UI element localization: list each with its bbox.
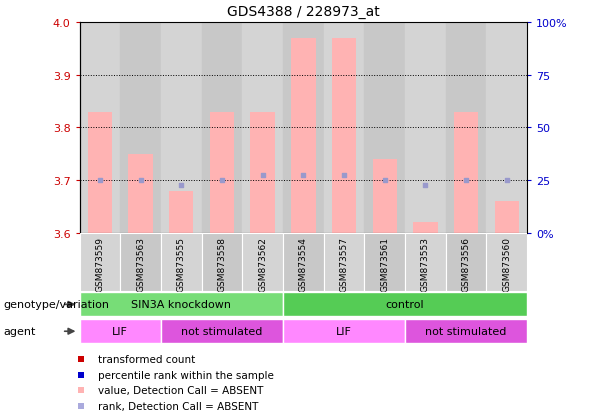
Bar bbox=[80, 23, 120, 233]
Bar bbox=[161, 319, 283, 344]
Bar bbox=[332, 38, 356, 233]
Point bbox=[339, 172, 349, 179]
Bar bbox=[372, 159, 397, 233]
Point bbox=[502, 178, 511, 184]
Bar bbox=[201, 23, 242, 233]
Bar bbox=[283, 319, 405, 344]
Bar bbox=[250, 112, 275, 233]
Bar bbox=[446, 233, 487, 291]
Point bbox=[76, 403, 85, 410]
Point bbox=[258, 172, 267, 179]
Bar bbox=[487, 233, 527, 291]
Point bbox=[299, 172, 308, 179]
Text: GSM873554: GSM873554 bbox=[299, 236, 308, 291]
Text: GSM873560: GSM873560 bbox=[502, 236, 511, 291]
Text: SIN3A knockdown: SIN3A knockdown bbox=[131, 299, 231, 310]
Bar bbox=[169, 191, 193, 233]
Bar bbox=[88, 112, 112, 233]
Text: agent: agent bbox=[3, 326, 35, 337]
Point bbox=[76, 356, 85, 362]
Bar bbox=[291, 38, 316, 233]
Text: transformed count: transformed count bbox=[98, 354, 196, 364]
Bar bbox=[283, 23, 324, 233]
Point bbox=[76, 371, 85, 378]
Title: GDS4388 / 228973_at: GDS4388 / 228973_at bbox=[227, 5, 380, 19]
Bar bbox=[324, 23, 365, 233]
Bar bbox=[120, 23, 161, 233]
Bar bbox=[405, 23, 446, 233]
Bar bbox=[120, 233, 161, 291]
Bar bbox=[242, 233, 283, 291]
Bar bbox=[210, 112, 234, 233]
Bar bbox=[446, 23, 487, 233]
Point bbox=[380, 178, 389, 184]
Bar bbox=[242, 23, 283, 233]
Text: LIF: LIF bbox=[112, 326, 128, 337]
Text: not stimulated: not stimulated bbox=[425, 326, 507, 337]
Bar bbox=[324, 233, 365, 291]
Bar bbox=[454, 112, 478, 233]
Bar bbox=[413, 223, 438, 233]
Point bbox=[217, 178, 227, 184]
Bar bbox=[80, 233, 120, 291]
Text: GSM873558: GSM873558 bbox=[217, 236, 226, 291]
Bar bbox=[80, 319, 161, 344]
Text: GSM873561: GSM873561 bbox=[380, 236, 389, 291]
Text: GSM873559: GSM873559 bbox=[95, 236, 104, 291]
Bar bbox=[128, 154, 153, 233]
Text: not stimulated: not stimulated bbox=[181, 326, 263, 337]
Text: GSM873555: GSM873555 bbox=[177, 236, 186, 291]
Bar bbox=[405, 319, 527, 344]
Text: GSM873563: GSM873563 bbox=[136, 236, 145, 291]
Text: GSM873553: GSM873553 bbox=[421, 236, 430, 291]
Bar bbox=[80, 292, 283, 317]
Text: value, Detection Call = ABSENT: value, Detection Call = ABSENT bbox=[98, 386, 264, 396]
Bar bbox=[283, 292, 527, 317]
Point bbox=[421, 183, 430, 189]
Text: control: control bbox=[386, 299, 425, 310]
Bar bbox=[487, 23, 527, 233]
Text: GSM873556: GSM873556 bbox=[462, 236, 471, 291]
Bar bbox=[161, 233, 201, 291]
Bar bbox=[201, 233, 242, 291]
Bar bbox=[283, 233, 324, 291]
Bar bbox=[161, 23, 201, 233]
Text: rank, Detection Call = ABSENT: rank, Detection Call = ABSENT bbox=[98, 401, 259, 411]
Text: GSM873562: GSM873562 bbox=[258, 236, 267, 291]
Point bbox=[76, 387, 85, 394]
Text: LIF: LIF bbox=[336, 326, 352, 337]
Point bbox=[95, 178, 105, 184]
Bar bbox=[405, 233, 446, 291]
Bar bbox=[365, 233, 405, 291]
Bar bbox=[495, 202, 519, 233]
Point bbox=[177, 183, 186, 189]
Text: GSM873557: GSM873557 bbox=[339, 236, 349, 291]
Text: percentile rank within the sample: percentile rank within the sample bbox=[98, 370, 274, 380]
Point bbox=[136, 178, 145, 184]
Text: genotype/variation: genotype/variation bbox=[3, 299, 109, 310]
Point bbox=[461, 178, 471, 184]
Bar bbox=[365, 23, 405, 233]
